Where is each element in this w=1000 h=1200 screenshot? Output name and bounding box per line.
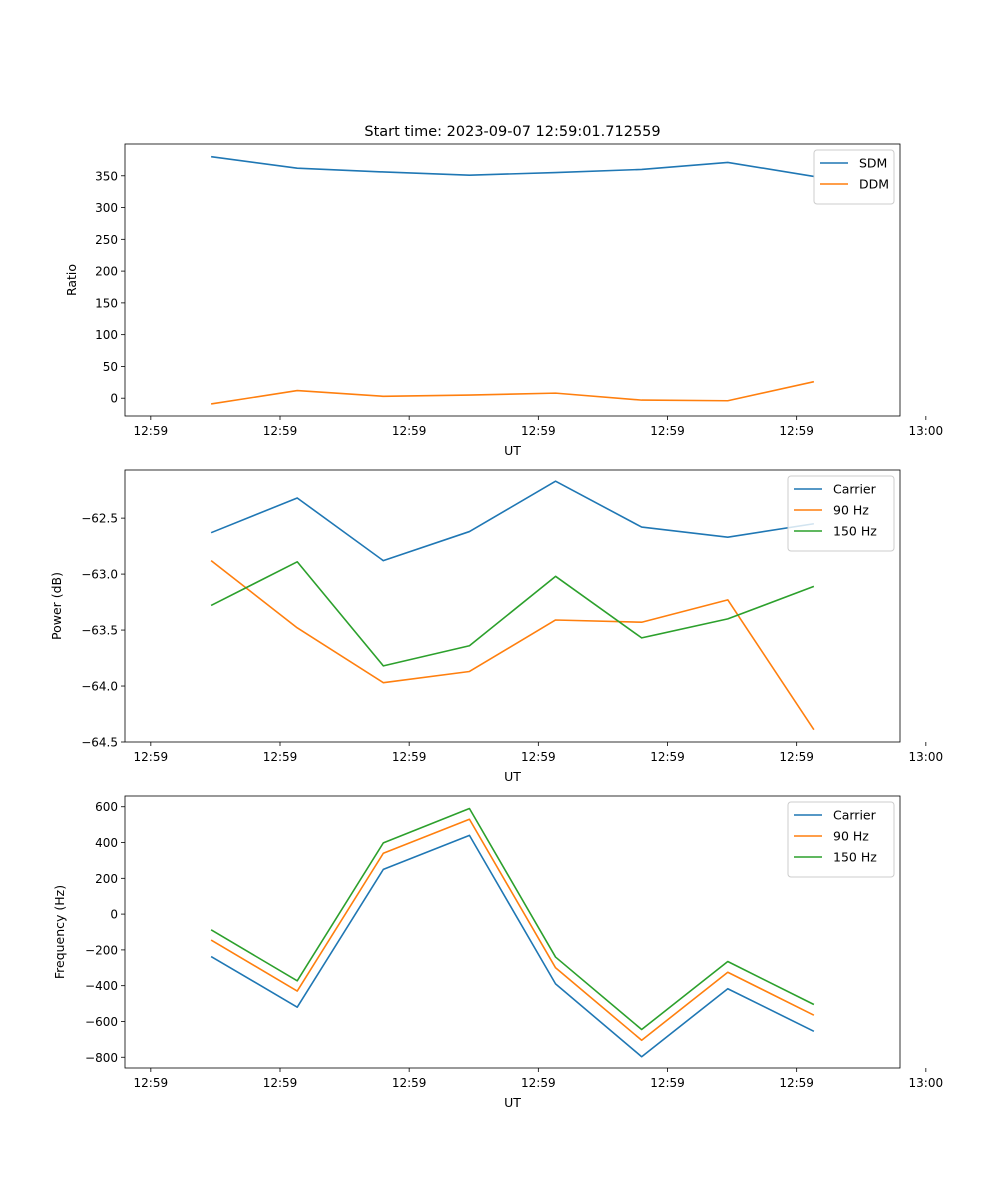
x-tick-label: 12:59	[263, 424, 298, 438]
legend-box	[787, 475, 895, 552]
y-tick-label: 400	[95, 836, 118, 850]
y-tick-label: −63.0	[81, 568, 118, 582]
legend: SDM DDM	[813, 149, 895, 205]
x-tick-label: 12:59	[650, 424, 685, 438]
x-axis-label: UT	[504, 443, 521, 458]
x-tick-label: 12:59	[263, 750, 298, 764]
series-line-150-hz	[210, 807, 815, 1031]
x-tick-label: 12:59	[779, 750, 814, 764]
axes-frame	[124, 143, 901, 417]
x-tick-label: 12:59	[521, 1076, 556, 1090]
legend-entry: Carrier	[833, 482, 877, 497]
y-tick-label: 600	[95, 800, 118, 814]
y-tick-label: 0	[110, 908, 118, 922]
figure-title: Start time: 2023-09-07 12:59:01.712559	[364, 124, 660, 140]
legend-entry: 90 Hz	[833, 503, 869, 518]
x-tick-label: 13:00	[909, 424, 944, 438]
y-tick-label: 250	[95, 233, 118, 247]
legend-entry: 90 Hz	[833, 829, 869, 844]
x-tick-label: 12:59	[134, 1076, 169, 1090]
series-line-carrier	[210, 480, 815, 562]
y-tick-label: −200	[85, 943, 118, 957]
legend-box	[787, 801, 895, 878]
y-tick-label: 200	[95, 265, 118, 279]
series-line-carrier	[210, 834, 815, 1058]
x-tick-label: 12:59	[392, 750, 427, 764]
y-tick-label: 350	[95, 169, 118, 183]
axes-frame	[124, 795, 901, 1069]
series-line-90-hz	[210, 560, 815, 731]
y-axis-label: Frequency (Hz)	[52, 885, 67, 979]
y-axis-label: Ratio	[64, 264, 79, 296]
y-tick-label: 50	[103, 360, 118, 374]
legend-entry: SDM	[859, 156, 887, 171]
series-line-150-hz	[210, 560, 815, 667]
subplot-1: 12:59 12:59 12:59 12:59 12:59 12:59 13:00 0 50 10…	[64, 143, 944, 458]
legend-entry: DDM	[859, 177, 889, 192]
y-tick-label: 150	[95, 296, 118, 310]
x-tick-label: 12:59	[263, 1076, 298, 1090]
x-tick-label: 12:59	[392, 1076, 427, 1090]
x-tick-label: 12:59	[779, 1076, 814, 1090]
y-tick-label: 0	[110, 392, 118, 406]
x-tick-label: 12:59	[650, 750, 685, 764]
legend-entry: Carrier	[833, 808, 877, 823]
x-tick-label: 12:59	[134, 424, 169, 438]
x-tick-label: 13:00	[909, 750, 944, 764]
x-tick-label: 12:59	[392, 424, 427, 438]
series-line-sdm	[211, 155, 815, 178]
y-tick-label: 300	[95, 201, 118, 215]
axes-frame	[124, 469, 901, 743]
y-tick-label: −400	[85, 979, 118, 993]
x-tick-label: 12:59	[134, 750, 169, 764]
subplots: 12:59 12:59 12:59 12:59 12:59 12:59 13:00 0 50 10…	[49, 143, 944, 1110]
series-line-ddm	[210, 380, 815, 405]
y-tick-label: −64.0	[81, 680, 118, 694]
y-tick-label: 100	[95, 328, 118, 342]
legend-entry: 150 Hz	[833, 524, 877, 539]
y-tick-label: 200	[95, 872, 118, 886]
y-tick-label: −800	[85, 1051, 118, 1065]
x-axis-label: UT	[504, 769, 521, 784]
series-line-90-hz	[210, 818, 815, 1042]
x-tick-label: 12:59	[779, 424, 814, 438]
y-axis-label: Power (dB)	[49, 572, 64, 640]
legend-entry: 150 Hz	[833, 850, 877, 865]
x-tick-label: 12:59	[521, 424, 556, 438]
y-tick-label: −64.5	[81, 736, 118, 750]
x-tick-label: 12:59	[650, 1076, 685, 1090]
y-tick-label: −63.5	[81, 624, 118, 638]
legend: Carrier 90 Hz 150 Hz	[787, 801, 895, 878]
subplot-3: 12:59 12:59 12:59 12:59 12:59 12:59 13:00 −800 −…	[52, 795, 944, 1110]
x-tick-label: 12:59	[521, 750, 556, 764]
subplot-2: 12:59 12:59 12:59 12:59 12:59 12:59 13:00 −64.5…	[49, 469, 944, 784]
x-axis-label: UT	[504, 1095, 521, 1110]
x-tick-label: 13:00	[909, 1076, 944, 1090]
y-tick-label: −600	[85, 1015, 118, 1029]
legend: Carrier 90 Hz 150 Hz	[787, 475, 895, 552]
y-tick-label: −62.5	[81, 512, 118, 526]
